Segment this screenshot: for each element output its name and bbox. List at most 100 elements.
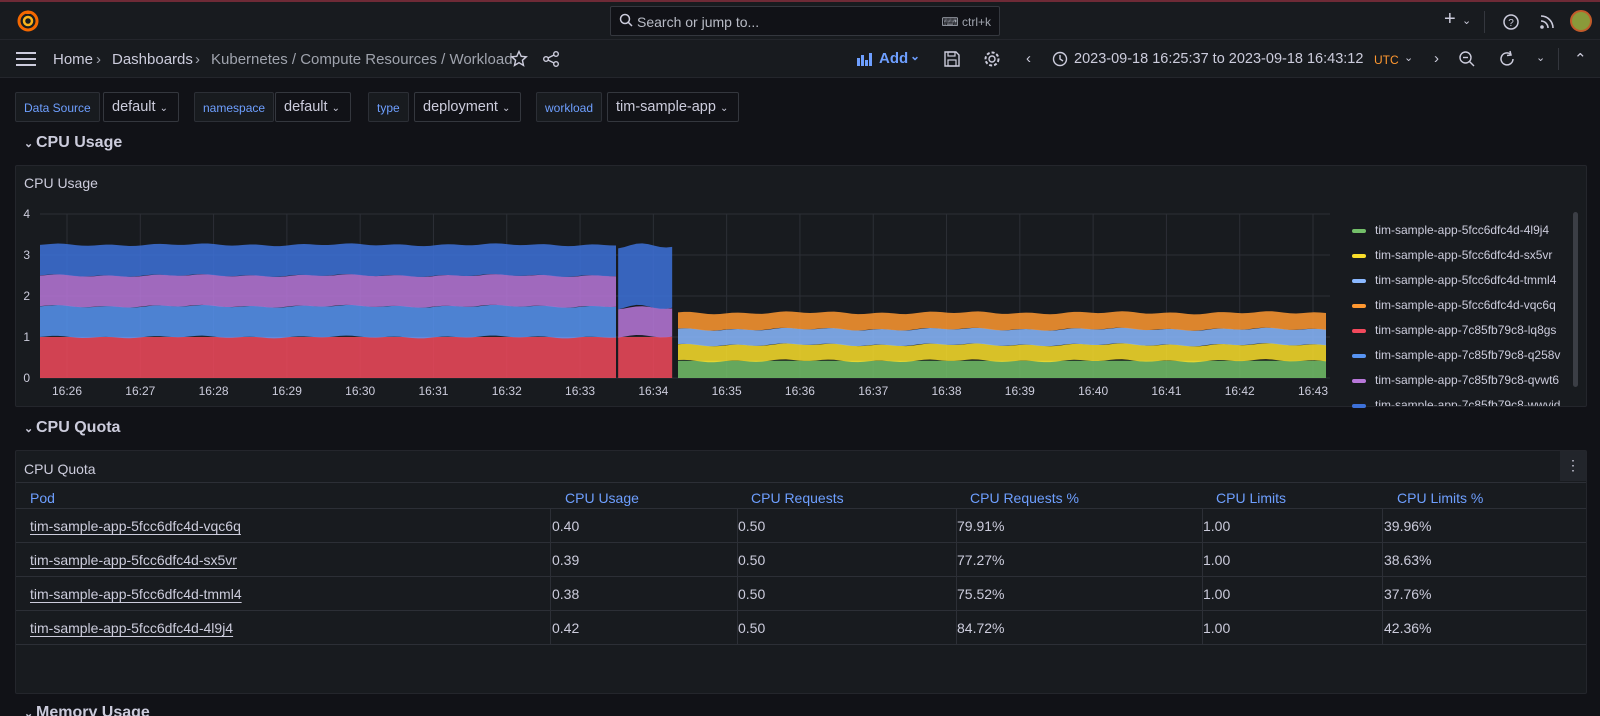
chevron-down-icon: ⌄ — [24, 708, 34, 716]
x-tick-label: 16:31 — [418, 384, 448, 398]
user-avatar[interactable] — [1570, 10, 1592, 32]
legend-swatch — [1352, 354, 1366, 358]
add-panel-icon[interactable] — [857, 52, 873, 66]
search-icon — [619, 13, 633, 27]
search-bar[interactable]: Search or jump to... ⌨ ctrl+k — [610, 6, 1000, 36]
table-column-divider — [1202, 508, 1203, 644]
pod-link[interactable]: tim-sample-app-5fcc6dfc4d-vqc6q — [30, 518, 241, 534]
legend-item[interactable]: tim-sample-app-5fcc6dfc4d-sx5vr — [1375, 248, 1553, 262]
save-icon[interactable] — [943, 50, 961, 68]
row-header-cpu-quota[interactable]: ⌄ CPU Quota — [24, 419, 120, 437]
refresh-icon[interactable] — [1498, 50, 1516, 68]
area-series-lq8gs — [40, 337, 616, 378]
panel-title: CPU Usage — [24, 175, 98, 191]
table-cell: 39.96% — [1384, 518, 1432, 534]
grafana-logo-icon[interactable] — [16, 9, 40, 33]
x-tick-label: 16:34 — [638, 384, 668, 398]
variable-select-datasource[interactable]: default ⌄ — [103, 92, 179, 122]
table-cell: 37.76% — [1384, 586, 1432, 602]
table-column-header[interactable]: CPU Usage — [565, 490, 639, 506]
table-cell: 0.38 — [552, 586, 580, 602]
table-row-divider — [16, 576, 1586, 577]
legend-swatch — [1352, 304, 1366, 308]
table-row-divider — [16, 610, 1586, 611]
panel-menu-icon[interactable]: ⋮ — [1560, 451, 1586, 481]
x-tick-label: 16:28 — [199, 384, 229, 398]
chevron-down-icon[interactable]: ⌄ — [1404, 52, 1414, 64]
chevron-down-icon[interactable]: ⌄ — [1462, 15, 1472, 27]
x-tick-label: 16:42 — [1225, 384, 1255, 398]
help-icon[interactable]: ? — [1502, 11, 1520, 33]
chevron-down-icon[interactable]: ⌄ — [910, 49, 921, 63]
table-cell: 0.42 — [552, 620, 580, 636]
legend-scrollbar[interactable] — [1573, 212, 1578, 387]
chevron-down-icon[interactable]: ⌄ — [1536, 52, 1546, 64]
pod-link[interactable]: tim-sample-app-5fcc6dfc4d-sx5vr — [30, 552, 237, 568]
collapse-chevron-up-icon[interactable]: ⌃ — [1574, 51, 1587, 68]
divider — [1558, 48, 1559, 70]
legend-item[interactable]: tim-sample-app-7c85fb79c8-lq8gs — [1375, 323, 1557, 337]
variable-value: tim-sample-app — [616, 99, 716, 115]
table-column-header[interactable]: CPU Requests % — [970, 490, 1079, 506]
variable-label-workload: workload — [536, 92, 603, 122]
legend-item[interactable]: tim-sample-app-7c85fb79c8-wwvjd — [1375, 398, 1561, 406]
cpu-quota-panel: CPU Quota ⋮ — [15, 450, 1587, 694]
time-shift-forward-icon[interactable]: › — [1434, 50, 1439, 67]
time-shift-back-icon[interactable]: ‹ — [1026, 50, 1031, 67]
star-icon[interactable] — [510, 50, 528, 68]
y-tick-label: 4 — [23, 207, 30, 221]
area-transition-qvwt6 — [618, 306, 673, 338]
area-series-wwvjd — [40, 243, 616, 277]
legend-swatch — [1352, 329, 1366, 333]
table-cell: 1.00 — [1203, 586, 1231, 602]
share-icon[interactable] — [542, 50, 560, 68]
variable-select-namespace[interactable]: default ⌄ — [275, 92, 351, 122]
table-column-header[interactable]: Pod — [30, 490, 55, 506]
add-button[interactable]: Add — [879, 50, 909, 67]
pod-link[interactable]: tim-sample-app-5fcc6dfc4d-tmml4 — [30, 586, 242, 602]
legend-item[interactable]: tim-sample-app-5fcc6dfc4d-vqc6q — [1375, 298, 1556, 312]
search-shortcut-label: ctrl+k — [961, 15, 991, 29]
top-bar: Search or jump to... ⌨ ctrl+k + ⌄ ? — [0, 0, 1600, 40]
legend-swatch — [1352, 229, 1366, 233]
clock-icon — [1052, 51, 1068, 67]
legend-item[interactable]: tim-sample-app-5fcc6dfc4d-tmml4 — [1375, 273, 1557, 287]
legend-item[interactable]: tim-sample-app-5fcc6dfc4d-4l9j4 — [1375, 223, 1550, 237]
pod-link[interactable]: tim-sample-app-5fcc6dfc4d-4l9j4 — [30, 620, 234, 636]
zoom-out-icon[interactable] — [1458, 50, 1476, 68]
table-cell: 1.00 — [1203, 620, 1231, 636]
legend-item[interactable]: tim-sample-app-7c85fb79c8-q258v — [1375, 348, 1561, 362]
table-column-divider — [737, 508, 738, 644]
x-tick-label: 16:27 — [125, 384, 155, 398]
menu-hamburger-icon[interactable] — [16, 51, 36, 67]
legend-item[interactable]: tim-sample-app-7c85fb79c8-qvwt6 — [1375, 373, 1560, 387]
y-tick-label: 2 — [23, 289, 30, 303]
settings-gear-icon[interactable] — [983, 50, 1001, 68]
table-column-divider — [1382, 508, 1383, 644]
table-divider — [16, 508, 1586, 509]
breadcrumb-dashboards[interactable]: Dashboards — [112, 51, 193, 68]
variable-select-type[interactable]: deployment ⌄ — [414, 92, 521, 122]
news-rss-icon[interactable] — [1538, 11, 1556, 33]
breadcrumb-home[interactable]: Home — [53, 51, 94, 68]
chevron-down-icon: ⌄ — [331, 103, 340, 114]
table-column-header[interactable]: CPU Limits % — [1397, 490, 1484, 506]
legend-swatch — [1352, 404, 1366, 408]
table-cell: 84.72% — [957, 620, 1005, 636]
x-tick-label: 16:26 — [52, 384, 82, 398]
timezone-label[interactable]: UTC — [1374, 53, 1399, 67]
row-header-memory-usage[interactable]: ⌄ Memory Usage — [24, 704, 150, 716]
table-column-header[interactable]: CPU Limits — [1216, 490, 1287, 506]
chevron-down-icon: ⌄ — [24, 423, 34, 435]
new-plus-icon[interactable]: + — [1444, 8, 1456, 30]
row-header-cpu-usage[interactable]: ⌄ CPU Usage — [24, 134, 122, 152]
variable-select-workload[interactable]: tim-sample-app ⌄ — [607, 92, 739, 122]
table-column-header[interactable]: CPU Requests — [751, 490, 844, 506]
time-range-picker[interactable]: 2023-09-18 16:25:37 to 2023-09-18 16:43:… — [1074, 51, 1364, 67]
chevron-down-icon: ⌄ — [24, 138, 34, 150]
table-cell: 0.40 — [552, 518, 580, 534]
x-tick-label: 16:43 — [1298, 384, 1328, 398]
x-tick-label: 16:33 — [565, 384, 595, 398]
table-cell: 42.36% — [1384, 620, 1432, 636]
